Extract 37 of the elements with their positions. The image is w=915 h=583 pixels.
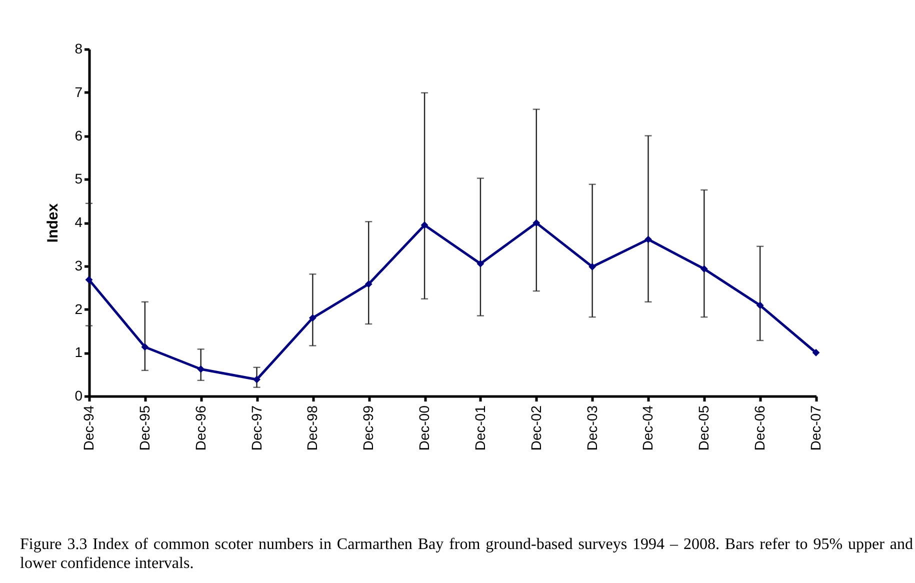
point	[588, 263, 596, 270]
y-tick-label: 5	[74, 170, 83, 187]
x-tick-label: Dec-04	[640, 405, 656, 451]
x-tick-label: Dec-02	[528, 405, 544, 451]
x-tick-label: Dec-03	[584, 405, 600, 451]
x-tick-label: Dec-95	[136, 405, 152, 451]
x-tick-label: Dec-98	[304, 405, 320, 451]
point	[532, 219, 540, 227]
y-tick-label: 1	[74, 344, 83, 360]
point	[812, 348, 820, 356]
point	[644, 236, 652, 244]
x-tick-label: Dec-97	[248, 405, 264, 451]
x-tick-label: Dec-06	[752, 405, 768, 451]
y-tick-label: 6	[74, 127, 83, 144]
point	[420, 221, 428, 229]
x-tick-label: Dec-94	[80, 405, 96, 451]
point	[756, 302, 764, 310]
y-tick-label: 2	[74, 300, 83, 317]
point	[308, 314, 316, 322]
y-tick-label: 3	[74, 257, 83, 274]
point	[364, 280, 372, 288]
y-tick-label: 7	[74, 84, 83, 100]
caption: Figure 3.3 Index of common scoter numbers in Carmarthen Bay from ground-based surveys 1994 – 2008. Bars refer to 95% upper and lower confidence intervals.	[20, 535, 913, 573]
x-tick-label: Dec-05	[696, 405, 712, 451]
point	[141, 343, 149, 351]
x-tick-label: Dec-00	[416, 405, 432, 451]
point	[700, 265, 708, 273]
x-tick-label: Dec-99	[360, 405, 376, 451]
point	[197, 365, 205, 373]
y-axis-title: Index	[44, 202, 62, 243]
y-tick-label: 0	[74, 388, 83, 404]
y-tick-label: 4	[74, 214, 83, 230]
y-tick-label: 8	[74, 40, 83, 56]
x-tick-label: Dec-01	[472, 405, 488, 451]
x-tick-label: Dec-96	[192, 405, 208, 451]
x-tick-label: Dec-07	[808, 405, 824, 451]
point	[476, 260, 484, 268]
